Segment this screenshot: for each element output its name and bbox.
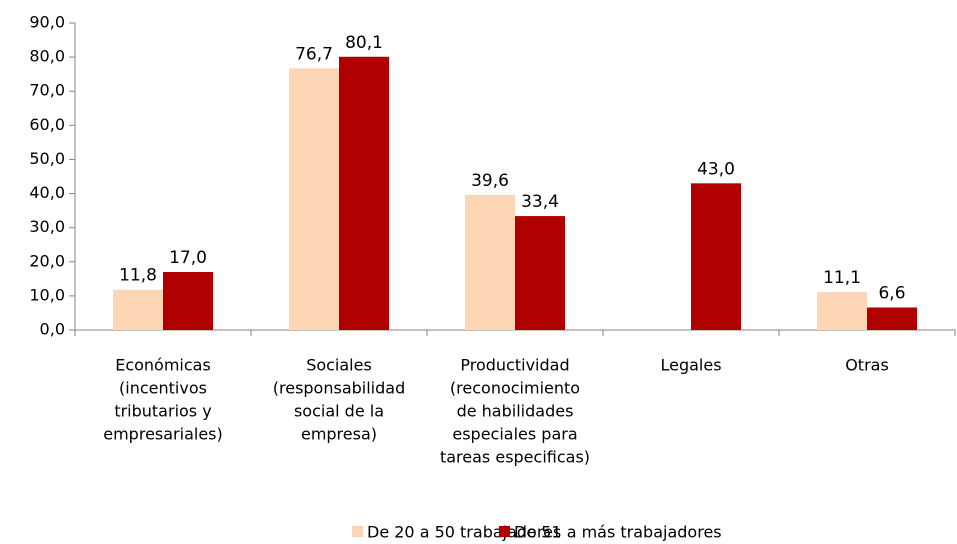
x-tick-label: Sociales (306, 356, 372, 375)
y-tick-label: 50,0 (29, 149, 65, 168)
x-tick-label: tributarios y (114, 402, 211, 421)
value-label: 76,7 (295, 44, 333, 64)
x-tick-label: Legales (660, 356, 721, 375)
value-label: 6,6 (878, 283, 905, 303)
y-tick-label: 70,0 (29, 81, 65, 100)
x-tick-label: Otras (845, 356, 889, 375)
y-tick-label: 0,0 (40, 320, 65, 339)
y-tick-label: 90,0 (29, 13, 65, 32)
bar (339, 56, 389, 331)
legend-swatch (499, 526, 510, 537)
value-label: 17,0 (169, 248, 207, 268)
x-tick-label: de habilidades (457, 402, 574, 421)
y-tick-label: 40,0 (29, 183, 65, 202)
x-tick-label: (incentivos (119, 379, 207, 398)
bar (515, 216, 565, 330)
x-tick-label: (reconocimiento (450, 379, 580, 398)
bar (691, 183, 741, 330)
value-label: 11,1 (823, 268, 861, 288)
bar (113, 289, 163, 330)
legend-label: De 20 a 50 trabajadores (367, 523, 561, 542)
bar (867, 307, 917, 330)
y-tick-label: 20,0 (29, 251, 65, 270)
x-tick-label: especiales para (452, 425, 577, 444)
x-tick-label: tareas especificas) (440, 448, 590, 467)
x-tick-label: empresariales) (103, 425, 223, 444)
value-label: 11,8 (119, 266, 157, 286)
legend-swatch (352, 526, 363, 537)
x-tick-label: social de la (294, 402, 384, 421)
value-label: 39,6 (471, 171, 509, 191)
x-tick-label: Productividad (460, 356, 569, 375)
bar (163, 272, 213, 330)
y-tick-label: 60,0 (29, 115, 65, 134)
y-tick-label: 80,0 (29, 47, 65, 66)
y-tick-label: 10,0 (29, 285, 65, 304)
legend-label: De 51 a más trabajadores (514, 523, 722, 542)
bar (289, 68, 339, 331)
y-tick-label: 30,0 (29, 217, 65, 236)
x-tick-label: Económicas (115, 356, 211, 375)
value-label: 43,0 (697, 159, 735, 179)
x-tick-label: empresa) (301, 425, 377, 444)
bar (465, 194, 515, 330)
value-label: 33,4 (521, 192, 559, 212)
value-label: 80,1 (345, 33, 383, 53)
bar (817, 292, 867, 330)
x-tick-label: (responsabilidad (273, 379, 405, 398)
